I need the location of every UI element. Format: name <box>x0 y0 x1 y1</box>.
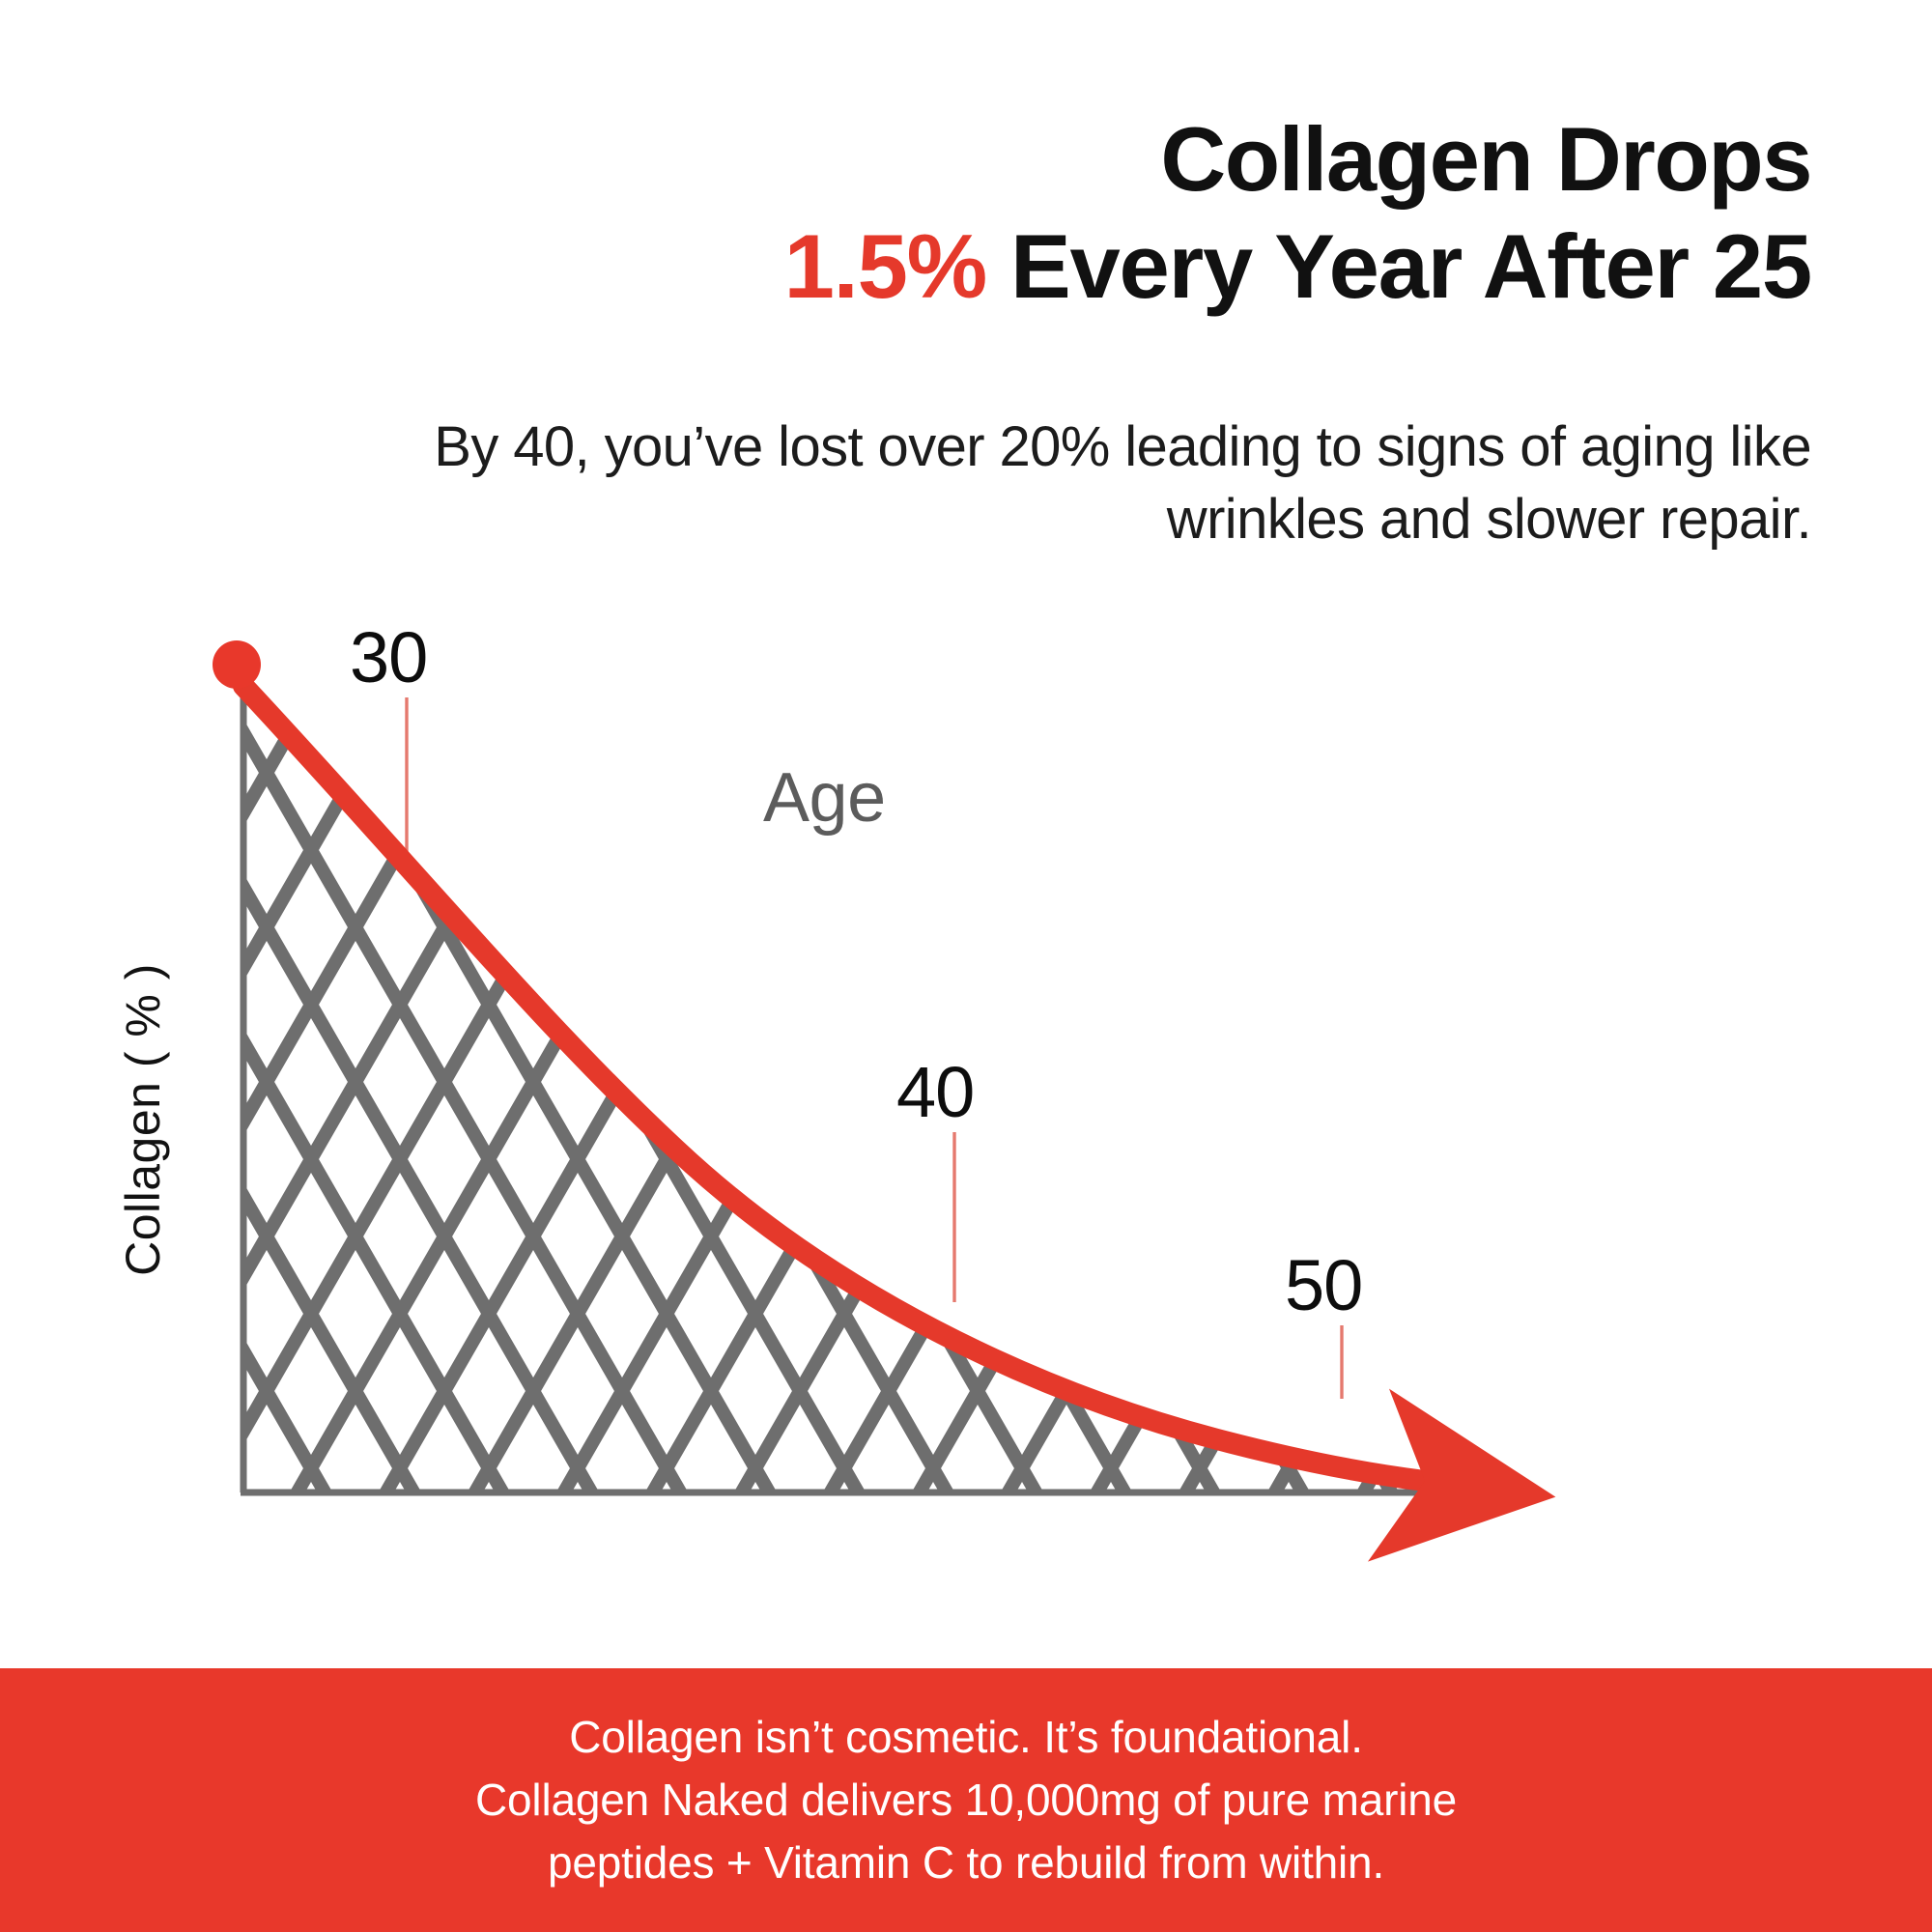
age-tick-label-40: 40 <box>896 1052 975 1132</box>
chart-graphic <box>213 640 1556 1562</box>
accent-percent-symbol: % <box>906 214 988 317</box>
collagen-decline-curve <box>233 675 1556 1562</box>
accent-percent: 1.5% <box>783 214 988 317</box>
chart-axes <box>240 686 1468 1496</box>
banner-line-1: Collagen isn’t cosmetic. It’s foundation… <box>569 1711 1363 1762</box>
headline-line-2-rest: Every Year After 25 <box>986 214 1812 317</box>
subtitle-line-1: By 40, you’ve lost over 20% leading to s… <box>434 415 1566 478</box>
age-tick-label-30: 30 <box>350 617 428 697</box>
banner-line-2: Collagen Naked delivers 10,000mg of pure… <box>475 1774 1457 1825</box>
accent-percent-number: 1.5 <box>783 214 908 317</box>
bottom-banner: Collagen isn’t cosmetic. It’s foundation… <box>0 1668 1932 1932</box>
age-tick-label-50: 50 <box>1285 1245 1363 1325</box>
banner-copy: Collagen isn’t cosmetic. It’s foundation… <box>280 1706 1652 1895</box>
age-tick-lines <box>405 697 1344 1399</box>
headline-line-1: Collagen Drops <box>1160 108 1812 210</box>
collagen-decline-chart: Collagen ( % ) Age 30 40 50 <box>116 617 1556 1562</box>
curve-start-dot <box>213 640 261 689</box>
banner-line-3: peptides + Vitamin C to rebuild from wit… <box>547 1837 1385 1889</box>
y-axis-label: Collagen ( % ) <box>116 963 170 1276</box>
x-axis-label: Age <box>763 759 886 837</box>
header-block: Collagen Drops 1.5% Every Year After 25 <box>290 106 1813 321</box>
headline-line-2: 1.5% Every Year After 25 <box>290 213 1813 321</box>
subtitle-block: By 40, you’ve lost over 20% leading to s… <box>406 411 1811 556</box>
subtitle-line-2: aging like wrinkles and slower repair. <box>1166 415 1812 552</box>
